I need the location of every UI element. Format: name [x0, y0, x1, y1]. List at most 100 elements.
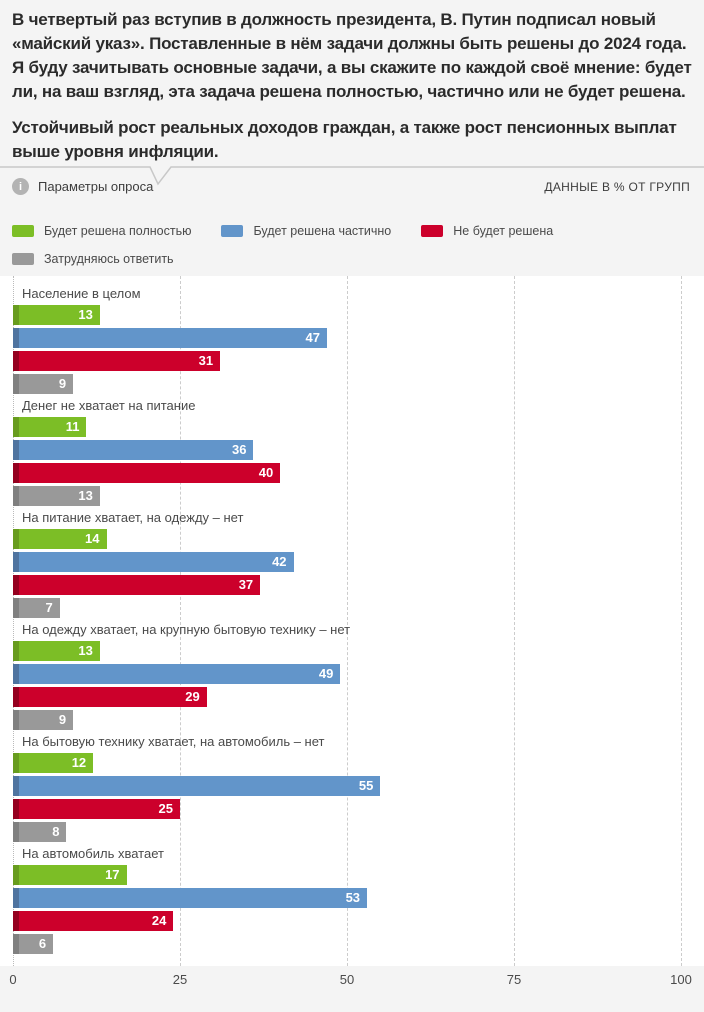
bar-value-label: 14	[85, 531, 100, 546]
survey-params-link[interactable]: i Параметры опроса	[12, 178, 153, 195]
bar: 12	[13, 753, 94, 773]
chart-plot-area: Население в целом 13 47 31 9 Денег не хватает…	[0, 276, 704, 966]
bar: 6	[13, 934, 54, 954]
bar: 7	[13, 598, 60, 618]
bar-value-label: 13	[78, 488, 93, 503]
bar: 31	[13, 351, 221, 371]
group-label: Денег не хватает на питание	[22, 398, 196, 413]
bar: 53	[13, 888, 368, 908]
group-bars: 13 49 29 9	[13, 641, 704, 730]
bar: 9	[13, 710, 74, 730]
gridline-75	[514, 276, 515, 966]
x-axis-tick-label: 25	[172, 972, 188, 987]
bar: 40	[13, 463, 281, 483]
bar: 24	[13, 911, 174, 931]
bar-value-label: 8	[52, 824, 60, 839]
survey-params-label: Параметры опроса	[38, 179, 154, 194]
group-bars: 11 36 40 13	[13, 417, 704, 506]
group-label: Население в целом	[22, 286, 141, 301]
bar: 14	[13, 529, 107, 549]
meta-bar: i Параметры опроса ДАННЫЕ В % ОТ ГРУПП	[0, 166, 704, 212]
bar-value-label: 24	[151, 913, 167, 928]
x-axis: 0 25 50 75 100	[0, 966, 704, 990]
legend-swatch-icon	[12, 225, 34, 237]
bar: 47	[13, 328, 327, 348]
bar-value-label: 31	[198, 353, 214, 368]
bar-value-label: 53	[345, 890, 361, 905]
bar: 29	[13, 687, 207, 707]
bar: 13	[13, 305, 100, 325]
bar-group: На бытовую технику хватает, на автомобил…	[0, 735, 704, 842]
bar: 9	[13, 374, 74, 394]
group-bars: 17 53 24 6	[13, 865, 704, 954]
bar: 55	[13, 776, 381, 796]
legend-item: Затрудняюсь ответить	[12, 252, 174, 266]
bar: 42	[13, 552, 294, 572]
meta-content: i Параметры опроса ДАННЫЕ В % ОТ ГРУПП	[12, 178, 690, 195]
bar: 13	[13, 641, 100, 661]
group-label: На автомобиль хватает	[22, 846, 164, 861]
x-axis-tick-label: 75	[506, 972, 522, 987]
bar-value-label: 11	[65, 419, 80, 434]
bar: 17	[13, 865, 127, 885]
group-bars: 14 42 37 7	[13, 529, 704, 618]
group-bars: 13 47 31 9	[13, 305, 704, 394]
bar-group: Население в целом 13 47 31 9	[0, 287, 704, 394]
bar-value-label: 13	[78, 307, 93, 322]
bar: 49	[13, 664, 341, 684]
bar-group: Денег не хватает на питание 11 36 40 13	[0, 399, 704, 506]
bar-group: На питание хватает, на одежду – нет 14 42 3…	[0, 511, 704, 618]
group-label: На бытовую технику хватает, на автомобил…	[22, 734, 325, 749]
legend-item: Будет решена полностью	[12, 224, 191, 238]
bar-value-label: 49	[318, 666, 334, 681]
bar: 8	[13, 822, 67, 842]
x-axis-tick-label: 50	[339, 972, 355, 987]
data-unit-note: ДАННЫЕ В % ОТ ГРУПП	[544, 179, 690, 194]
info-icon: i	[12, 178, 29, 195]
bar-value-label: 37	[238, 577, 254, 592]
bar-group: На одежду хватает, на крупную бытовую те…	[0, 623, 704, 730]
legend-label: Будет решена полностью	[44, 224, 192, 238]
bar-value-label: 9	[58, 712, 67, 727]
bar-value-label: 25	[158, 801, 173, 816]
group-label: На питание хватает, на одежду – нет	[22, 510, 244, 525]
bar-groups: Население в целом 13 47 31 9 Денег не хватает…	[0, 276, 704, 954]
legend-row: Будет решена полностью Будет решена части…	[12, 220, 692, 242]
bar-value-label: 13	[78, 643, 93, 658]
bar-value-label: 42	[272, 554, 287, 569]
bar-value-label: 36	[232, 442, 247, 457]
gridline-50	[347, 276, 348, 966]
bar-group: На автомобиль хватает 17 53 24 6	[0, 847, 704, 954]
bar-value-label: 17	[105, 867, 120, 882]
bar-value-label: 9	[58, 376, 67, 391]
gridline-25	[180, 276, 181, 966]
legend-swatch-icon	[12, 253, 34, 265]
legend-label: Затрудняюсь ответить	[44, 252, 174, 266]
legend-row: Затрудняюсь ответить	[12, 248, 692, 270]
legend-label: Будет решена частично	[253, 224, 392, 238]
group-label: На одежду хватает, на крупную бытовую те…	[22, 622, 351, 637]
legend-item: Будет решена частично	[221, 224, 391, 238]
x-axis-tick-label: 100	[670, 972, 692, 987]
bar: 11	[13, 417, 87, 437]
gridline-0	[13, 276, 14, 966]
bar-value-label: 47	[305, 330, 320, 345]
bar-value-label: 12	[71, 755, 87, 770]
legend-swatch-icon	[421, 225, 444, 237]
bar-value-label: 55	[358, 778, 374, 793]
bar-value-label: 7	[45, 600, 53, 615]
bar-value-label: 29	[185, 689, 200, 704]
group-bars: 12 55 25 8	[13, 753, 704, 842]
bar: 37	[13, 575, 261, 595]
bar: 25	[13, 799, 180, 819]
task-subtitle: Устойчивый рост реальных доходов граждан…	[12, 118, 677, 161]
legend-item: Не будет решена	[421, 224, 553, 238]
legend-swatch-icon	[221, 225, 244, 237]
divider-with-notch	[0, 166, 704, 186]
bar: 13	[13, 486, 100, 506]
legend: Будет решена полностью Будет решена части…	[0, 212, 704, 270]
gridline-100	[681, 276, 682, 966]
survey-question-title: В четвертый раз вступив в должность през…	[12, 10, 692, 101]
header: В четвертый раз вступив в должность през…	[0, 0, 704, 164]
